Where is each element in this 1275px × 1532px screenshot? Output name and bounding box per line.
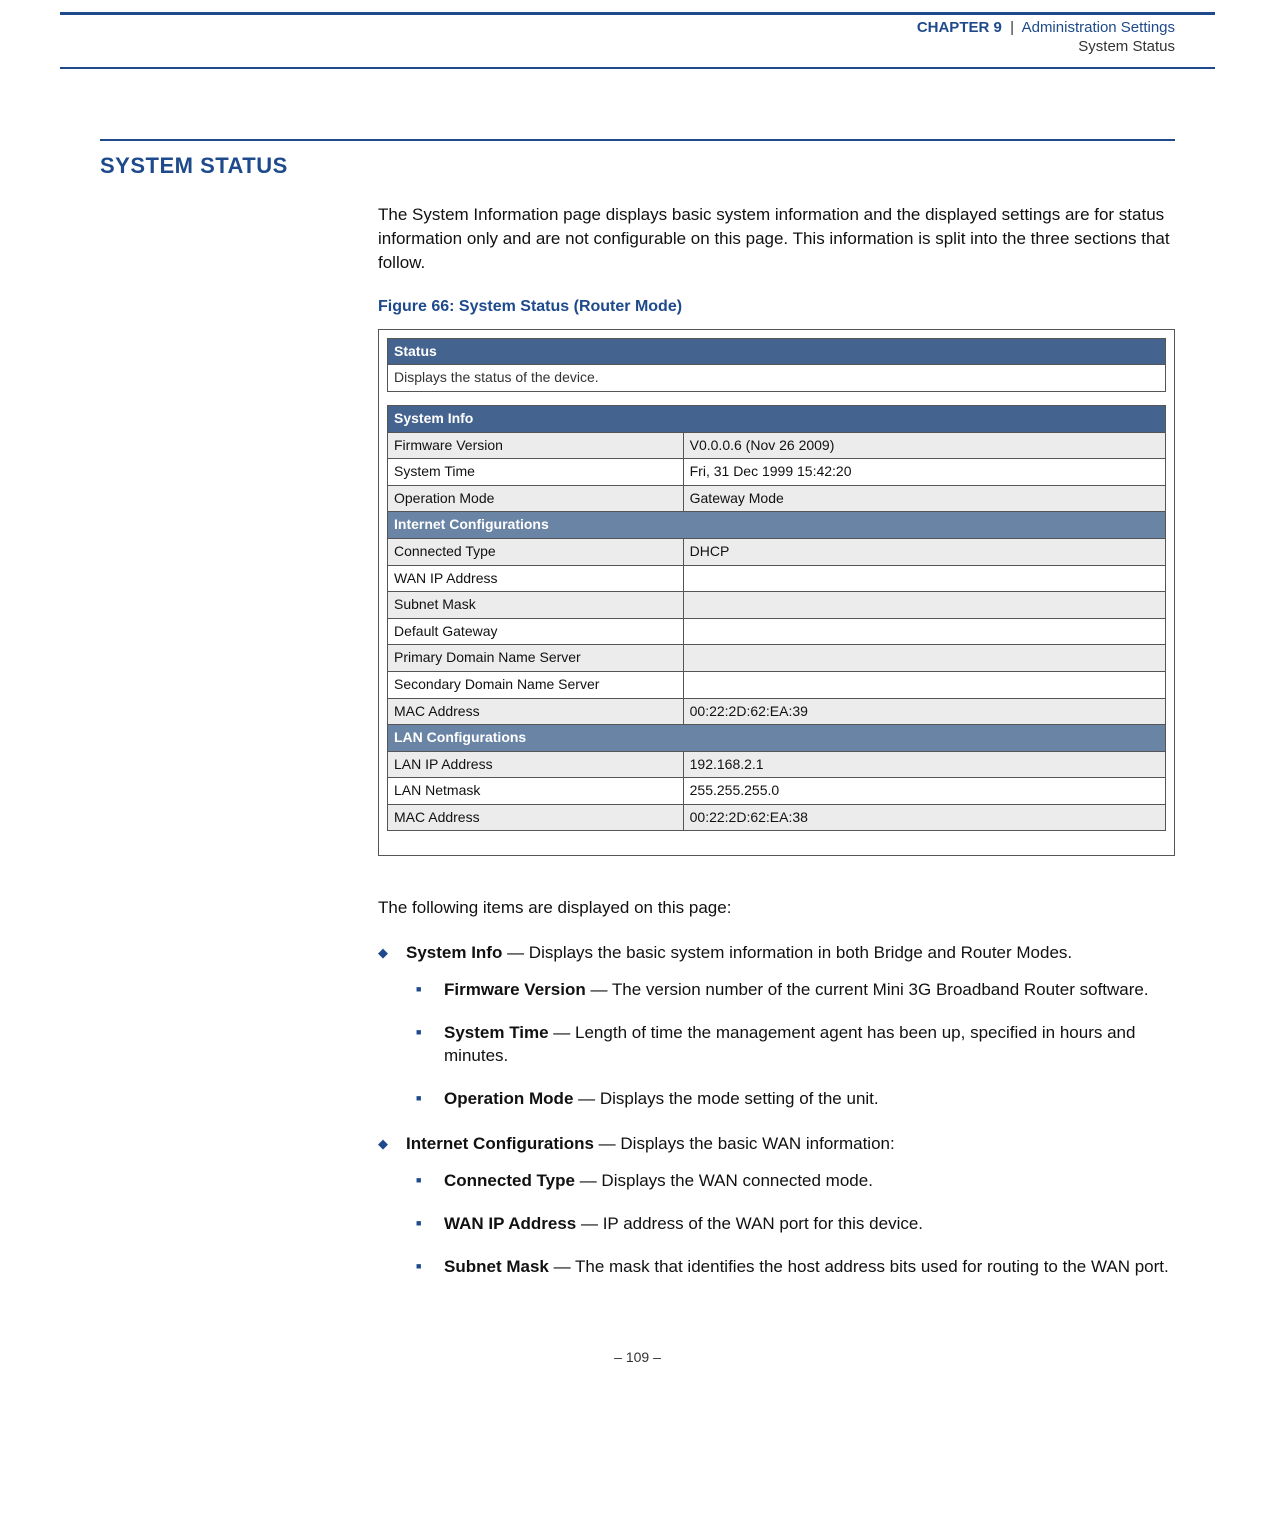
bullet-rest: — Displays the WAN connected mode. [575,1171,873,1190]
cell-value: V0.0.0.6 (Nov 26 2009) [683,432,1165,459]
cell-value [683,618,1165,645]
cell-label: WAN IP Address [388,565,684,592]
bullet-label: Subnet Mask [444,1257,549,1276]
bullet-st: System Time — Length of time the managem… [416,1022,1175,1068]
figure-box: Status Displays the status of the device… [378,329,1175,857]
cell-value: 255.255.255.0 [683,778,1165,805]
cell-value [683,592,1165,619]
sub-bullet-list: Connected Type — Displays the WAN connec… [406,1170,1175,1279]
cell-value: 192.168.2.1 [683,751,1165,778]
header-title: Administration Settings [1022,19,1175,36]
cell-value: 00:22:2D:62:EA:39 [683,698,1165,725]
cell-label: MAC Address [388,698,684,725]
bullet-rest: — The mask that identifies the host addr… [549,1257,1169,1276]
status-header: Status [388,338,1166,365]
cell-label: LAN Netmask [388,778,684,805]
cell-value: Gateway Mode [683,485,1165,512]
sub-bullet-list: Firmware Version — The version number of… [406,979,1175,1111]
status-table: Status Displays the status of the device… [387,338,1166,832]
bullet-label: Firmware Version [444,980,586,999]
cell-label: Subnet Mask [388,592,684,619]
bullet-label: System Info [406,943,502,962]
bullet-label: System Time [444,1023,549,1042]
cell-label: Default Gateway [388,618,684,645]
section-heading: SYSTEM STATUS [100,153,1175,179]
cell-value: DHCP [683,538,1165,565]
cell-label: Primary Domain Name Server [388,645,684,672]
section-rule [100,139,1175,141]
cell-label: Firmware Version [388,432,684,459]
bullet-rest: — Length of time the management agent ha… [444,1023,1135,1065]
cell-value: Fri, 31 Dec 1999 15:42:20 [683,459,1165,486]
bullet-label: WAN IP Address [444,1214,576,1233]
bullet-label: Operation Mode [444,1089,573,1108]
cell-label: LAN IP Address [388,751,684,778]
bullet-rest: — Displays the basic WAN information: [594,1134,895,1153]
sysinfo-header: System Info [388,405,1166,432]
items-intro: The following items are displayed on thi… [378,896,1175,920]
cell-label: Secondary Domain Name Server [388,671,684,698]
body-text: The System Information page displays bas… [378,203,1175,1279]
lan-header: LAN Configurations [388,725,1166,752]
top-rule-2 [60,67,1215,69]
cell-value: 00:22:2D:62:EA:38 [683,804,1165,831]
bullet-sysinfo: System Info — Displays the basic system … [378,942,1175,1111]
bullet-sm: Subnet Mask — The mask that identifies t… [416,1256,1175,1279]
cell-value [683,565,1165,592]
inet-header: Internet Configurations [388,512,1166,539]
cell-label: System Time [388,459,684,486]
content-area: SYSTEM STATUS The System Information pag… [100,139,1175,1279]
header-separator: | [1010,19,1014,36]
bullet-label: Connected Type [444,1171,575,1190]
bullet-label: Internet Configurations [406,1134,594,1153]
figure-caption: Figure 66: System Status (Router Mode) [378,296,1175,318]
table-gap [388,391,1166,405]
bullet-rest: — Displays the basic system information … [502,943,1072,962]
cell-value [683,645,1165,672]
header-subtitle: System Status [60,38,1175,55]
status-note: Displays the status of the device. [388,365,1166,392]
intro-paragraph: The System Information page displays bas… [378,203,1175,274]
page-header: CHAPTER 9 | Administration Settings Syst… [60,15,1215,61]
bullet-fw: Firmware Version — The version number of… [416,979,1175,1002]
bullet-rest: — The version number of the current Mini… [586,980,1149,999]
bullet-rest: — Displays the mode setting of the unit. [573,1089,878,1108]
cell-label: MAC Address [388,804,684,831]
bullet-rest: — IP address of the WAN port for this de… [576,1214,923,1233]
bullet-inet: Internet Configurations — Displays the b… [378,1133,1175,1279]
bullet-om: Operation Mode — Displays the mode setti… [416,1088,1175,1111]
cell-label: Connected Type [388,538,684,565]
bullet-ct: Connected Type — Displays the WAN connec… [416,1170,1175,1193]
cell-label: Operation Mode [388,485,684,512]
bullet-wan: WAN IP Address — IP address of the WAN p… [416,1213,1175,1236]
cell-value [683,671,1165,698]
page-footer: – 109 – [0,1349,1275,1365]
top-bullet-list: System Info — Displays the basic system … [378,942,1175,1278]
chapter-label: CHAPTER 9 [917,19,1002,36]
